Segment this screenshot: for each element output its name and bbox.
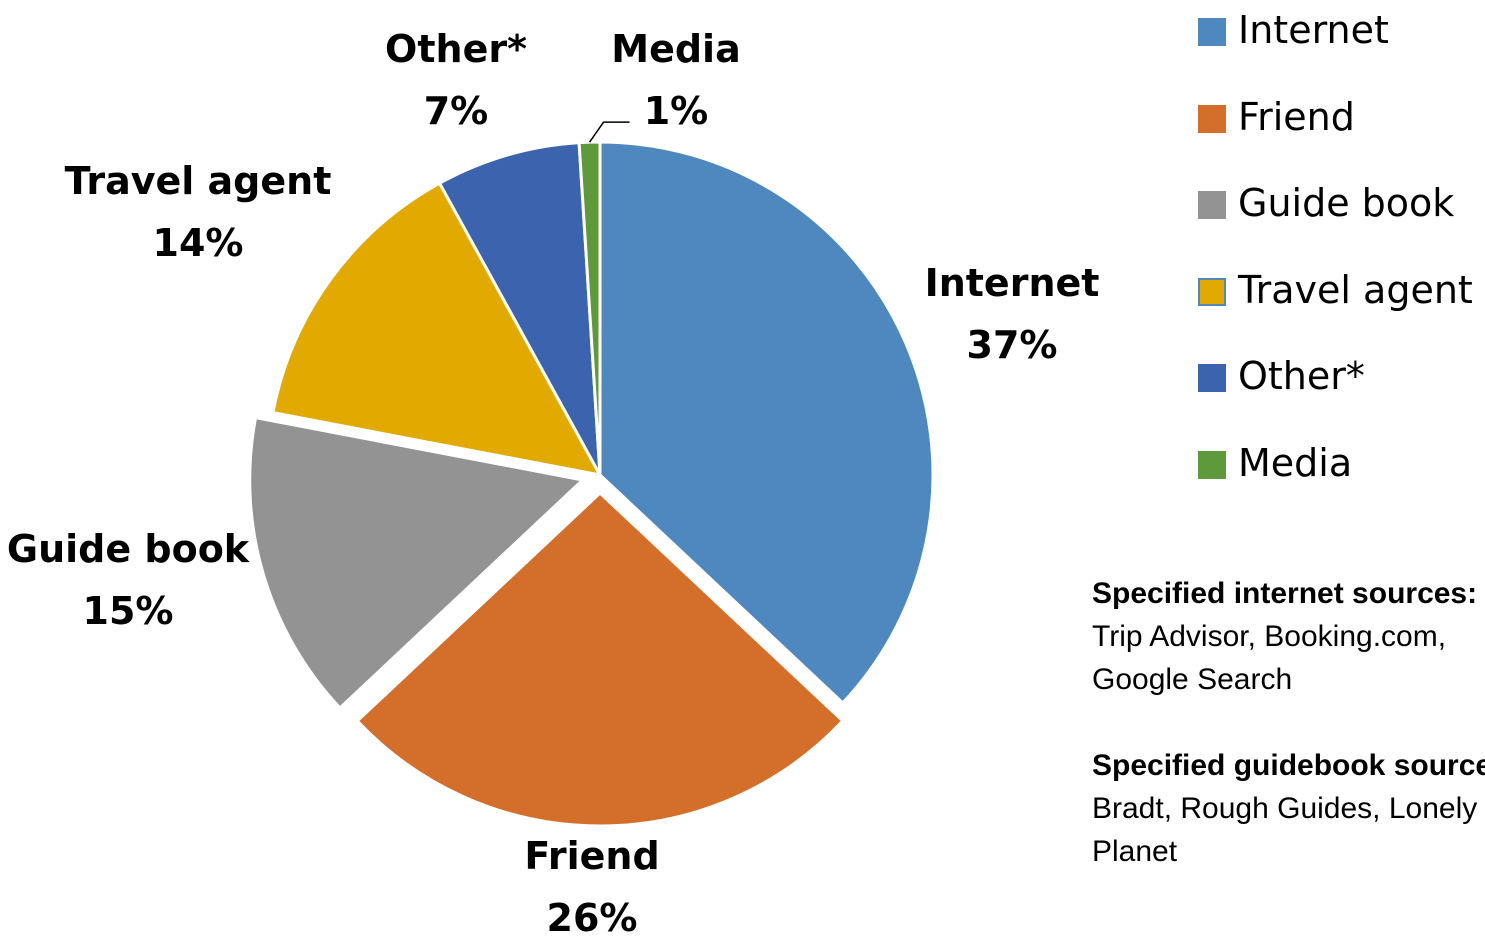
pie-slice-other (438, 141, 602, 477)
data-label-value: 15% (82, 589, 174, 633)
note-body: Trip Advisor, Booking.com, Google Search (1092, 620, 1447, 696)
legend-swatch (1198, 191, 1226, 220)
notes-panel: Specified internet sources: Trip Advisor… (1092, 572, 1485, 873)
legend-label: Internet (1238, 8, 1389, 52)
data-label-name: Travel agent (64, 159, 332, 203)
note-title: Specified internet sources: (1092, 577, 1478, 610)
data-label-travel-agent: Travel agent 14% (65, 150, 332, 274)
data-label-value: 14% (152, 221, 244, 265)
legend-swatch (1198, 18, 1226, 46)
data-label-name: Internet (924, 261, 1100, 305)
data-label-internet: Internet 37% (925, 252, 1100, 376)
legend-label: Media (1238, 441, 1353, 485)
data-label-value: 26% (546, 896, 638, 940)
data-label-friend: Friend 26% (524, 825, 659, 949)
data-label-value: 7% (423, 89, 489, 133)
pie-slice-travel-agent (271, 181, 602, 477)
data-label-value: 37% (966, 323, 1058, 367)
note-body: Bradt, Rough Guides, Lonely Planet (1092, 792, 1478, 868)
legend-swatch (1198, 364, 1226, 393)
pie-slice-guide-book (248, 416, 585, 710)
legend-swatch (1198, 104, 1226, 133)
pie-chart: Internet 37% Friend 26% Guide book 15% Travel … (7, 18, 1100, 940)
data-label-name: Media (611, 27, 741, 71)
legend-label: Guide book (1238, 181, 1455, 226)
legend-label: Travel agent (1238, 267, 1473, 312)
data-label-name: Friend (524, 834, 660, 878)
leader-line-media (588, 121, 630, 143)
guidebook-sources-note: Specified guidebook sources: Bradt, Roug… (1092, 744, 1485, 873)
legend-label: Friend (1238, 94, 1355, 139)
legend-swatch (1198, 277, 1226, 306)
legend-swatch (1198, 451, 1226, 479)
pie-svg (248, 121, 935, 828)
pie-slice-friend (355, 491, 845, 828)
data-label-other: Other* 7% (385, 18, 527, 142)
internet-sources-note: Specified internet sources: Trip Advisor… (1092, 572, 1485, 701)
data-label-name: Other* (385, 27, 527, 71)
data-label-media: Media 1% (611, 18, 740, 142)
data-label-name: Guide book (6, 527, 250, 571)
legend-label: Other* (1238, 354, 1365, 399)
pie-slice-internet (598, 140, 935, 705)
note-title: Specified guidebook sources: (1092, 749, 1485, 782)
data-label-value: 1% (643, 89, 709, 133)
data-label-guide-book: Guide book 15% (7, 518, 249, 642)
